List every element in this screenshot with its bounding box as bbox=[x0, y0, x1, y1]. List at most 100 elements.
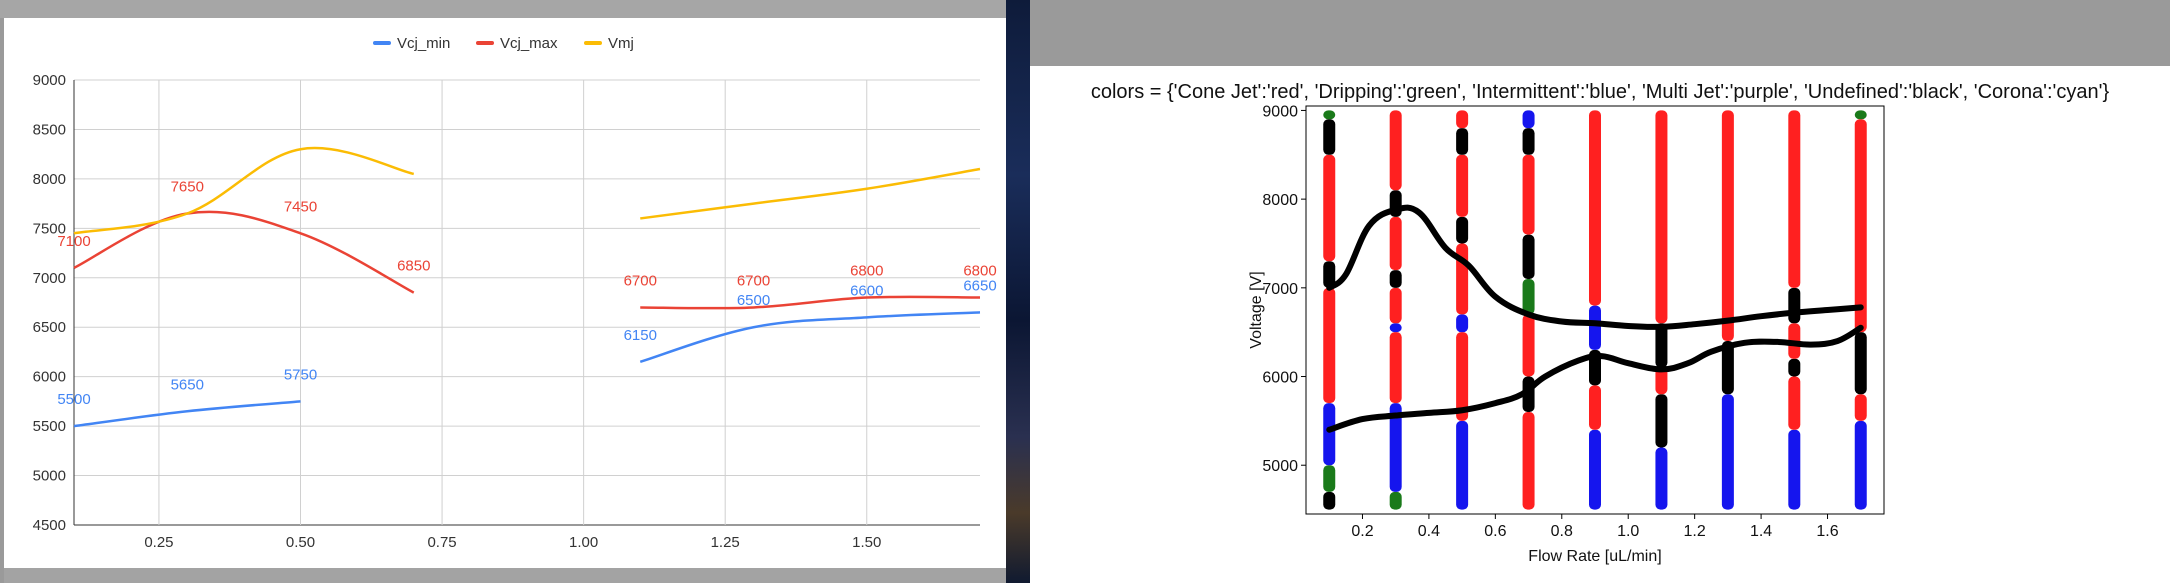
y-tick-label: 6500 bbox=[33, 319, 66, 336]
series-line bbox=[640, 295, 981, 310]
x-tick-label: 0.6 bbox=[1484, 523, 1506, 540]
scatter-band bbox=[1522, 154, 1535, 235]
x-tick-label: 0.8 bbox=[1551, 523, 1573, 540]
y-tick-label: 5500 bbox=[33, 418, 66, 435]
scatter-band bbox=[1323, 261, 1336, 288]
scatter-band bbox=[1323, 403, 1336, 466]
x-tick-label: 1.6 bbox=[1816, 523, 1838, 540]
scatter-band bbox=[1854, 420, 1867, 510]
series-line bbox=[73, 146, 415, 235]
data-label: 6850 bbox=[397, 258, 430, 275]
data-label: 6800 bbox=[963, 263, 996, 280]
x-axis-label: Flow Rate [uL/min] bbox=[1528, 548, 1661, 565]
scatter-band bbox=[1456, 216, 1469, 244]
data-label: 7650 bbox=[171, 179, 204, 196]
scatter-band bbox=[1589, 110, 1601, 306]
scatter-band bbox=[1522, 314, 1535, 377]
x-tick-label: 0.2 bbox=[1351, 523, 1373, 540]
scatter-band bbox=[1854, 119, 1867, 333]
scatter-band bbox=[1655, 110, 1668, 324]
y-tick-label: 5000 bbox=[1262, 458, 1298, 475]
scatter-band bbox=[1389, 216, 1402, 271]
x-tick-label: 1.00 bbox=[569, 534, 598, 551]
scatter-band bbox=[1854, 332, 1867, 395]
data-label: 6600 bbox=[850, 282, 883, 299]
y-tick-label: 5000 bbox=[33, 468, 66, 485]
scatter-band bbox=[1389, 403, 1402, 492]
scatter-band bbox=[1788, 287, 1801, 324]
scatter-band bbox=[1589, 385, 1601, 430]
scatter-band bbox=[1389, 323, 1402, 333]
scatter-band bbox=[1522, 128, 1535, 155]
x-tick-label: 1.4 bbox=[1750, 523, 1772, 540]
x-tick-label: 0.25 bbox=[144, 534, 173, 551]
scatter-band bbox=[1788, 429, 1801, 510]
scatter-band bbox=[1456, 314, 1469, 333]
data-label: 7450 bbox=[284, 198, 317, 215]
scatter-band bbox=[1323, 465, 1336, 492]
data-label: 6150 bbox=[624, 327, 657, 344]
data-label: 6500 bbox=[737, 292, 770, 309]
scatter-band bbox=[1456, 420, 1469, 510]
scatter-band bbox=[1522, 412, 1535, 510]
scatter-band bbox=[1323, 110, 1336, 120]
y-tick-label: 9000 bbox=[1262, 103, 1298, 120]
x-tick-label: 0.50 bbox=[286, 534, 315, 551]
scatter-band bbox=[1323, 119, 1336, 155]
scrollbar-strip[interactable] bbox=[4, 568, 1006, 583]
data-label: 7100 bbox=[57, 233, 90, 250]
y-tick-label: 7500 bbox=[33, 220, 66, 237]
data-label: 6700 bbox=[737, 272, 770, 289]
data-label: 5650 bbox=[171, 376, 204, 393]
legend-label: Vmj bbox=[608, 35, 634, 52]
scatter-band bbox=[1456, 332, 1469, 421]
data-label: 5500 bbox=[57, 391, 90, 408]
scatter-band bbox=[1655, 323, 1668, 368]
y-tick-label: 4500 bbox=[33, 517, 66, 534]
legend-label: Vcj_max bbox=[500, 35, 558, 52]
x-tick-label: 1.25 bbox=[711, 534, 740, 551]
scatter-band bbox=[1788, 110, 1801, 288]
series-line bbox=[639, 311, 981, 364]
y-tick-label: 8000 bbox=[33, 171, 66, 188]
scatter-band bbox=[1389, 332, 1402, 404]
scatter-band bbox=[1854, 110, 1867, 120]
wallpaper-strip bbox=[1006, 0, 1030, 583]
x-tick-label: 1.2 bbox=[1684, 523, 1706, 540]
series-line bbox=[73, 210, 415, 294]
scatter-band bbox=[1389, 110, 1402, 191]
x-tick-label: 1.0 bbox=[1617, 523, 1639, 540]
scatter-band bbox=[1589, 305, 1601, 350]
x-tick-label: 0.75 bbox=[427, 534, 456, 551]
x-tick-label: 1.50 bbox=[852, 534, 881, 551]
scatter-band bbox=[1522, 234, 1535, 279]
scatter-band bbox=[1655, 447, 1668, 510]
plot-title: colors = {'Cone Jet':'red', 'Dripping':'… bbox=[1091, 81, 2110, 103]
y-tick-label: 7000 bbox=[33, 270, 66, 287]
scatter-band bbox=[1323, 491, 1336, 510]
right-top-gray bbox=[1030, 0, 2170, 66]
y-tick-label: 8000 bbox=[1262, 192, 1298, 209]
boundary-line bbox=[1326, 324, 1864, 433]
scatter-band bbox=[1522, 110, 1535, 129]
scatter-band bbox=[1655, 367, 1668, 395]
scatter-band bbox=[1522, 278, 1535, 315]
scatter-band bbox=[1323, 154, 1336, 262]
scatter-band bbox=[1456, 110, 1469, 129]
scatter-band bbox=[1721, 110, 1734, 342]
scatter-band bbox=[1788, 358, 1801, 377]
scatter-band bbox=[1854, 394, 1867, 421]
y-tick-label: 6000 bbox=[33, 369, 66, 386]
data-label: 6700 bbox=[624, 272, 657, 289]
scatter-band bbox=[1323, 287, 1336, 404]
scatter-band bbox=[1655, 394, 1668, 448]
scatter-band bbox=[1721, 341, 1734, 395]
left-chart-panel bbox=[4, 18, 1006, 570]
scatter-band bbox=[1389, 270, 1402, 288]
series-line bbox=[73, 400, 301, 428]
data-label: 6650 bbox=[963, 277, 996, 294]
scatter-band bbox=[1788, 376, 1801, 430]
y-tick-label: 6000 bbox=[1262, 370, 1298, 387]
